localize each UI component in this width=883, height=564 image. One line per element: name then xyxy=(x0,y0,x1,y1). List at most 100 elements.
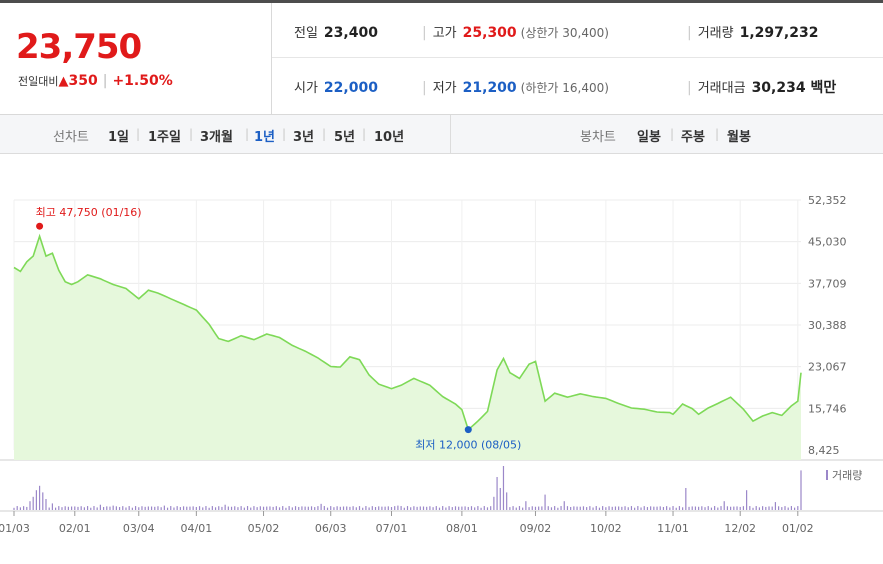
tab-period-1w[interactable]: 1주일 xyxy=(148,130,181,145)
volume-bar xyxy=(125,507,127,510)
volume-bar xyxy=(314,507,316,510)
tab-divider: | xyxy=(362,127,367,141)
volume-bar xyxy=(422,506,425,510)
volume-bar xyxy=(22,506,25,510)
volume-bar xyxy=(755,506,757,510)
volume-bar xyxy=(534,506,537,510)
volume-bar xyxy=(227,506,229,510)
volume-bar xyxy=(496,477,498,510)
volume-bar xyxy=(685,488,687,510)
min-point-label: 최저 12,000 (08/05) xyxy=(415,439,521,452)
volume-bar xyxy=(525,501,527,510)
tab-period-1y[interactable]: 1년 xyxy=(254,130,276,145)
volume-bar xyxy=(410,507,412,510)
trade-value-stat: | 거래대금 30,234 백만 xyxy=(687,77,836,97)
volume-bar xyxy=(416,506,418,510)
current-price: 23,750 xyxy=(16,27,142,67)
volume-bar xyxy=(573,506,575,510)
volume-bar xyxy=(336,506,338,510)
volume-bar xyxy=(77,506,79,510)
volume-bar xyxy=(490,506,492,510)
tab-candle-daily[interactable]: 일봉 xyxy=(637,130,661,145)
volume-bar xyxy=(531,506,533,510)
volume-bar xyxy=(224,504,226,510)
min-point-marker xyxy=(464,426,472,434)
volume-bar xyxy=(659,506,661,510)
volume-bar xyxy=(86,506,89,510)
volume-bar xyxy=(74,506,76,510)
volume-bar xyxy=(70,506,73,510)
volume-bar xyxy=(547,506,549,510)
volume-bar xyxy=(790,506,793,510)
tab-period-5y[interactable]: 5년 xyxy=(334,130,356,145)
volume-bar xyxy=(736,506,738,510)
volume-bar xyxy=(528,507,530,510)
price-area xyxy=(14,236,801,460)
y-tick-label: 45,030 xyxy=(808,236,847,249)
tab-period-1d[interactable]: 1일 xyxy=(108,130,130,145)
volume-bar xyxy=(93,506,95,510)
volume-bar xyxy=(602,506,604,510)
volume-bar xyxy=(352,506,354,510)
volume-bar xyxy=(646,507,649,510)
volume-bar xyxy=(323,506,325,510)
volume-bar xyxy=(189,506,191,510)
tab-period-3m[interactable]: 3개월 xyxy=(200,130,233,145)
volume-bar xyxy=(19,507,21,510)
price-chart[interactable]: 52,352 45,030 37,709 30,388 23,067 15,746 8,42… xyxy=(0,180,883,564)
volume-bar xyxy=(653,506,655,510)
x-tick-label: 09/02 xyxy=(520,522,552,535)
volume-bars xyxy=(13,466,802,510)
volume-bar xyxy=(762,506,764,510)
volume-bar xyxy=(707,506,709,510)
y-tick-label: 8,425 xyxy=(808,444,840,457)
volume-bar xyxy=(403,507,405,510)
volume-bar xyxy=(179,507,181,510)
volume-bar xyxy=(256,507,258,510)
volume-bar xyxy=(435,506,437,510)
volume-bar xyxy=(566,506,569,510)
tab-divider: | xyxy=(282,127,287,141)
high-value: 25,300 xyxy=(462,25,517,41)
change-divider: | xyxy=(102,73,108,89)
tab-period-10y[interactable]: 10년 xyxy=(374,130,405,145)
volume-bar xyxy=(614,506,617,510)
volume-bar xyxy=(483,506,485,510)
volume-bar xyxy=(176,506,178,510)
low-label: 저가 xyxy=(432,81,457,96)
volume-bar xyxy=(13,507,15,510)
volume-bar xyxy=(83,507,85,510)
volume-bar xyxy=(378,506,380,510)
volume-bar xyxy=(250,507,252,510)
volume-bar xyxy=(595,506,597,510)
volume-bar xyxy=(582,506,585,510)
volume-bar xyxy=(474,507,476,510)
prev-close-value: 23,400 xyxy=(323,25,378,41)
volume-bar xyxy=(221,506,223,510)
volume-bar xyxy=(346,506,348,510)
volume-bar xyxy=(742,506,745,510)
volume-bar xyxy=(112,505,114,510)
volume-bar xyxy=(800,470,802,510)
lower-limit: (하한가 16,400) xyxy=(520,81,609,95)
x-tick-label: 01/03 xyxy=(0,522,30,535)
tab-divider: | xyxy=(189,127,194,141)
volume-bar xyxy=(246,506,249,510)
volume-bar xyxy=(173,507,175,510)
volume-bar xyxy=(576,506,578,510)
low-value: 21,200 xyxy=(462,80,517,96)
volume-bar xyxy=(365,506,367,510)
volume-bar xyxy=(618,506,620,510)
volume-bar xyxy=(717,507,719,510)
volume-bar xyxy=(598,507,601,510)
tab-candle-weekly[interactable]: 주봉 xyxy=(681,130,705,145)
candle-chart-label: 봉차트 xyxy=(580,130,616,145)
volume-bar xyxy=(122,506,124,510)
upper-limit: (상한가 30,400) xyxy=(520,26,609,40)
volume-bar xyxy=(563,501,565,510)
tab-candle-monthly[interactable]: 월봉 xyxy=(727,130,751,145)
volume-bar xyxy=(694,506,697,510)
volume-stat: | 거래량 1,297,232 xyxy=(687,22,818,41)
volume-bar xyxy=(186,506,188,510)
tab-period-3y[interactable]: 3년 xyxy=(293,130,315,145)
